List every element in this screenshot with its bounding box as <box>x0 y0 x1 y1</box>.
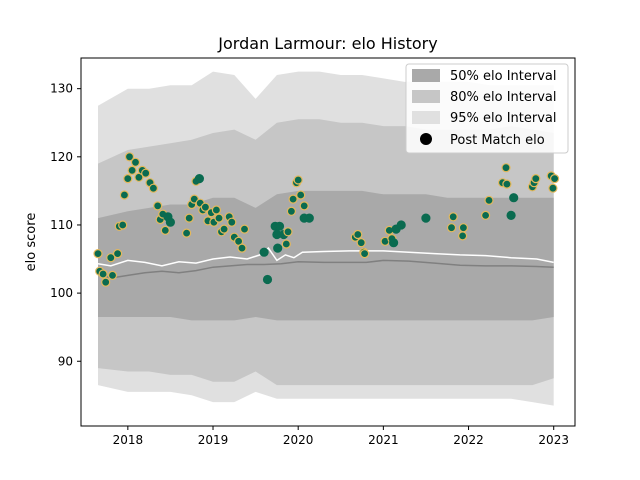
post-match-point <box>118 220 128 230</box>
post-match-point <box>501 163 511 173</box>
y-axis: 90 100 110 120 130 <box>50 82 81 368</box>
post-match-point <box>124 152 135 162</box>
post-match-point <box>227 217 237 227</box>
legend: 50% elo Interval 80% elo Interval 95% el… <box>405 63 569 154</box>
post-match-point <box>356 238 366 248</box>
post-match-point <box>274 221 285 231</box>
x-tick-label: 2018 <box>113 433 144 447</box>
post-match-point <box>353 229 363 240</box>
post-match-point <box>421 213 431 223</box>
post-match-point <box>283 227 293 237</box>
post-match-point <box>299 201 309 211</box>
post-match-point <box>106 253 116 263</box>
post-match-point <box>481 210 491 220</box>
chart-title: Jordan Larmour: elo History <box>217 34 437 53</box>
post-match-point <box>239 224 250 234</box>
post-match-point <box>194 174 204 184</box>
post-match-point <box>123 174 133 184</box>
post-match-point <box>506 210 516 220</box>
post-match-point <box>549 174 560 184</box>
post-match-point <box>148 183 158 193</box>
post-match-point <box>548 183 558 193</box>
axes-frame <box>80 57 576 427</box>
post-match-point <box>160 225 170 235</box>
post-match-point <box>127 165 137 175</box>
post-match-point <box>448 212 458 222</box>
x-tick-label: 2022 <box>453 433 484 447</box>
post-match-point <box>211 205 221 215</box>
y-tick-label: 130 <box>50 82 73 96</box>
post-match-point <box>360 249 370 259</box>
post-match-point <box>119 190 130 200</box>
legend-entry-50: 50% elo Interval <box>412 69 557 84</box>
post-match-point <box>509 193 519 203</box>
x-tick-label: 2021 <box>368 433 399 447</box>
trend-lines <box>97 247 554 279</box>
y-axis-label: elo score <box>24 213 39 272</box>
legend-swatch-50 <box>412 69 440 82</box>
y-tick-label: 110 <box>50 218 73 232</box>
baseline-line <box>97 259 554 279</box>
post-match-point <box>286 206 296 216</box>
y-tick-label: 90 <box>58 354 73 368</box>
x-axis: 2018 2019 2020 2021 2022 2023 <box>113 426 569 447</box>
post-match-point <box>237 243 247 253</box>
post-match-point <box>184 213 194 223</box>
legend-box <box>405 63 569 154</box>
post-match-point <box>396 220 406 230</box>
post-match-point <box>112 249 123 259</box>
post-match-point <box>458 223 468 233</box>
post-match-point <box>531 174 541 184</box>
post-match-point <box>288 194 298 204</box>
post-match-point <box>273 243 283 253</box>
post-match-point <box>293 175 303 185</box>
post-match-point <box>93 249 103 259</box>
median-line <box>97 247 554 267</box>
post-match-point <box>182 228 192 238</box>
post-match-point <box>141 168 151 178</box>
legend-swatch-80 <box>412 90 440 103</box>
post-match-point <box>214 213 224 223</box>
post-match-point <box>304 213 314 223</box>
post-match-point <box>389 238 399 248</box>
post-match-point <box>98 269 108 279</box>
x-tick-label: 2020 <box>283 433 314 447</box>
post-match-point <box>502 179 512 189</box>
legend-marker-points <box>420 133 432 145</box>
plot-area <box>93 71 560 406</box>
legend-entry-80: 80% elo Interval <box>412 90 557 105</box>
post-match-points <box>93 152 560 287</box>
post-match-point <box>153 201 163 211</box>
y-tick-label: 100 <box>50 286 73 300</box>
post-match-point <box>200 202 210 212</box>
legend-entry-95: 95% elo Interval <box>412 111 557 126</box>
legend-label-50: 50% elo Interval <box>450 69 557 84</box>
post-match-point <box>458 231 468 241</box>
post-match-point <box>130 157 141 167</box>
post-match-point <box>219 224 229 234</box>
legend-label-80: 80% elo Interval <box>450 90 557 105</box>
post-match-point <box>101 277 111 287</box>
legend-label-95: 95% elo Interval <box>450 111 557 126</box>
post-match-point <box>259 247 269 257</box>
legend-swatch-95 <box>412 111 440 124</box>
post-match-point <box>262 274 273 285</box>
legend-label-points: Post Match elo <box>450 133 545 148</box>
post-match-point <box>446 223 457 233</box>
post-match-point <box>165 217 175 227</box>
post-match-point <box>296 190 306 200</box>
post-match-point <box>281 239 291 249</box>
x-tick-label: 2023 <box>538 433 569 447</box>
post-match-point <box>107 270 118 280</box>
x-tick-label: 2019 <box>198 433 229 447</box>
interval-bands <box>98 71 554 406</box>
post-match-point <box>484 195 494 205</box>
y-tick-label: 120 <box>50 150 73 164</box>
legend-entry-points: Post Match elo <box>420 133 545 148</box>
